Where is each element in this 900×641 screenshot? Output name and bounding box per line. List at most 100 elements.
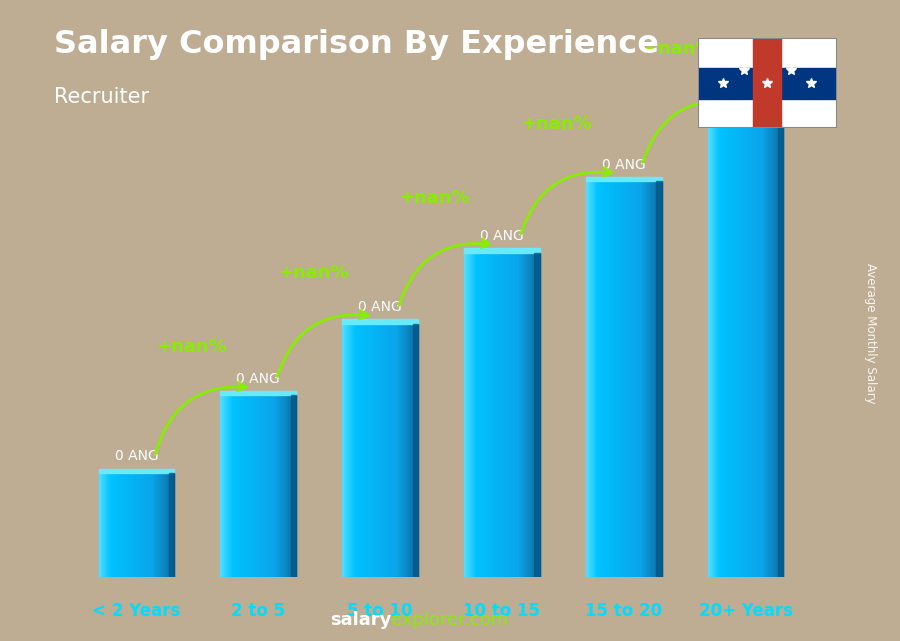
Bar [291, 395, 296, 577]
Bar [380, 324, 382, 577]
Bar [140, 473, 142, 577]
Bar [108, 473, 110, 577]
Text: +nan%: +nan% [644, 40, 714, 58]
Bar [492, 253, 494, 577]
Text: 20+ Years: 20+ Years [698, 601, 793, 620]
Bar [736, 110, 738, 577]
Bar [284, 395, 286, 577]
Bar [781, 110, 783, 577]
Text: +nan%: +nan% [156, 338, 227, 356]
Bar [622, 181, 624, 577]
Bar [159, 473, 161, 577]
Bar [648, 181, 650, 577]
Bar [660, 181, 661, 577]
Bar [629, 181, 631, 577]
Bar [762, 110, 764, 577]
Bar [511, 253, 513, 577]
Bar [236, 395, 238, 577]
Bar [275, 395, 277, 577]
Bar [165, 473, 166, 577]
Bar [142, 473, 144, 577]
Bar [158, 473, 159, 577]
Bar [472, 253, 473, 577]
Bar [410, 324, 412, 577]
Bar [166, 473, 168, 577]
Bar [603, 181, 605, 577]
Text: 5 to 10: 5 to 10 [347, 601, 413, 620]
Bar [504, 253, 506, 577]
Bar [707, 105, 783, 110]
Bar [255, 395, 256, 577]
Bar [779, 110, 781, 577]
Bar [586, 181, 588, 577]
Bar [414, 324, 416, 577]
Bar [118, 473, 120, 577]
Bar [731, 110, 733, 577]
Bar [125, 473, 127, 577]
Bar [658, 181, 660, 577]
Bar [729, 110, 731, 577]
Bar [760, 110, 762, 577]
Bar [643, 181, 644, 577]
Bar [262, 395, 264, 577]
Bar [405, 324, 407, 577]
Bar [714, 110, 716, 577]
Bar [745, 110, 748, 577]
Bar [538, 253, 540, 577]
Bar [535, 253, 540, 577]
Bar [707, 110, 710, 577]
Bar [260, 395, 262, 577]
Bar [528, 253, 530, 577]
Bar [395, 324, 397, 577]
Bar [412, 324, 418, 577]
Bar [239, 395, 241, 577]
Bar [134, 473, 137, 577]
Text: < 2 Years: < 2 Years [92, 601, 181, 620]
Bar [106, 473, 108, 577]
Bar [646, 181, 648, 577]
Bar [354, 324, 356, 577]
Bar [466, 253, 468, 577]
Bar [774, 110, 776, 577]
Text: salary: salary [330, 612, 392, 629]
Bar [530, 253, 532, 577]
Bar [778, 110, 779, 577]
Bar [122, 473, 123, 577]
Bar [635, 181, 637, 577]
Bar [397, 324, 399, 577]
Bar [759, 110, 760, 577]
Bar [532, 253, 534, 577]
Bar [386, 324, 388, 577]
Bar [607, 181, 608, 577]
Bar [726, 110, 729, 577]
Bar [163, 473, 165, 577]
Bar [742, 110, 743, 577]
Bar [139, 473, 140, 577]
Bar [369, 324, 371, 577]
Bar [407, 324, 409, 577]
Bar [509, 253, 511, 577]
Bar [624, 181, 625, 577]
Bar [359, 324, 361, 577]
Bar [146, 473, 148, 577]
Bar [770, 110, 772, 577]
Bar [464, 248, 540, 253]
Bar [226, 395, 228, 577]
Bar [390, 324, 392, 577]
Bar [365, 324, 367, 577]
Text: 0 ANG: 0 ANG [358, 300, 402, 314]
Bar [748, 110, 750, 577]
Bar [652, 181, 654, 577]
Bar [274, 395, 275, 577]
Bar [591, 181, 594, 577]
Bar [752, 110, 753, 577]
Bar [586, 177, 662, 181]
Bar [392, 324, 393, 577]
Bar [363, 324, 365, 577]
Bar [348, 324, 350, 577]
Bar [113, 473, 115, 577]
Bar [352, 324, 354, 577]
Bar [738, 110, 740, 577]
Bar [468, 253, 470, 577]
Bar [251, 395, 253, 577]
